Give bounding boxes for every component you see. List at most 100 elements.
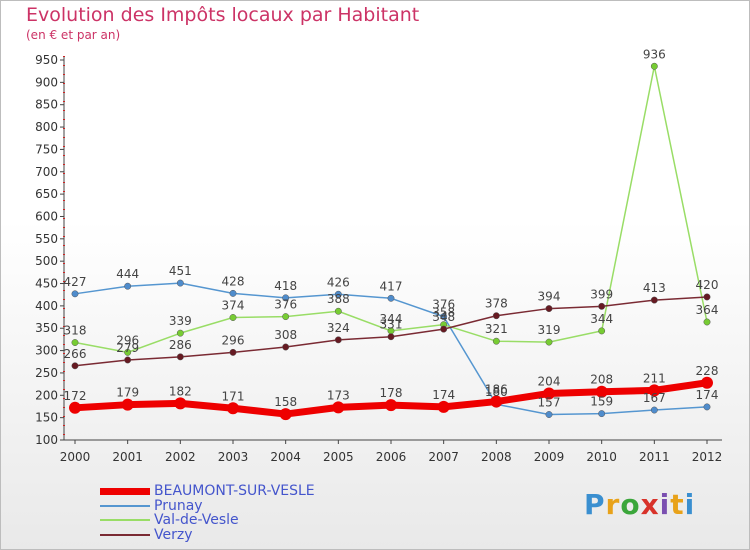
data-point	[650, 406, 658, 414]
data-point	[437, 400, 450, 413]
data-label: 399	[590, 287, 613, 301]
data-point	[121, 398, 134, 411]
data-point	[387, 333, 395, 341]
data-label: 228	[696, 364, 719, 378]
data-labels-layer: 172 179 182 171 158 173 178 174 186 204 208 211 228 4…	[64, 47, 719, 409]
data-label: 420	[696, 278, 719, 292]
data-label: 427	[64, 275, 87, 289]
data-point	[492, 337, 500, 345]
y-tick-label: 450	[35, 277, 58, 291]
logo-letter: x	[640, 488, 660, 521]
data-point	[279, 408, 292, 421]
data-point	[440, 313, 448, 321]
data-point	[227, 402, 239, 415]
logo-letter: P	[584, 488, 606, 521]
data-point	[701, 376, 713, 389]
data-point	[595, 385, 608, 398]
data-point	[282, 313, 290, 321]
legend-swatch-verzy	[100, 533, 150, 536]
x-tick-label: 2006	[376, 450, 407, 464]
data-point	[703, 403, 711, 411]
data-label: 204	[538, 375, 561, 389]
data-point	[332, 401, 345, 414]
legend-label-val-de-vesle: Val-de-Vesle	[154, 512, 239, 528]
data-label: 376	[432, 298, 455, 312]
data-point	[282, 294, 290, 302]
data-point	[71, 290, 79, 298]
data-point	[545, 305, 553, 313]
data-label: 936	[643, 47, 666, 61]
data-label: 186	[485, 383, 508, 397]
data-label: 324	[327, 321, 350, 335]
data-label: 211	[643, 371, 666, 385]
data-point	[334, 336, 342, 344]
x-tick-label: 2005	[323, 450, 354, 464]
logo-letter: r	[605, 488, 621, 521]
series-line-2	[74, 65, 708, 354]
y-tick-label: 700	[35, 165, 58, 179]
data-point	[598, 302, 606, 310]
data-label: 344	[590, 312, 613, 326]
data-label: 376	[274, 298, 297, 312]
data-label: 182	[169, 384, 192, 398]
x-tick-label: 2011	[639, 450, 670, 464]
data-point	[650, 296, 658, 304]
legend-swatch-val-de-vesle	[100, 519, 150, 522]
data-label: 178	[380, 386, 403, 400]
legend-item-beaumont: BEAUMONT-SUR-VESLE	[100, 484, 315, 499]
data-label: 319	[538, 323, 561, 337]
y-tick-label: 750	[35, 142, 58, 156]
y-tick-label: 600	[35, 209, 58, 223]
y-tick-label: 400	[35, 299, 58, 313]
data-point	[387, 294, 395, 302]
data-point	[71, 339, 79, 346]
data-point	[229, 348, 237, 356]
data-label: 418	[274, 279, 297, 293]
data-label: 159	[590, 395, 613, 409]
data-point	[334, 307, 342, 315]
data-label: 321	[485, 322, 508, 336]
data-point	[124, 356, 132, 364]
data-label: 286	[169, 338, 192, 352]
y-tick-label: 350	[35, 321, 58, 335]
data-point	[490, 395, 503, 408]
data-point	[703, 318, 711, 326]
data-point	[440, 325, 448, 333]
data-point	[124, 348, 132, 356]
legend-item-prunay: Prunay	[100, 498, 315, 514]
data-label: 180	[485, 385, 508, 399]
data-label: 279	[116, 341, 139, 355]
y-tick-label: 100	[35, 433, 58, 447]
data-point	[176, 329, 184, 337]
data-label: 388	[327, 292, 350, 306]
y-tick-label: 200	[35, 388, 58, 402]
data-label: 167	[643, 391, 666, 405]
data-label: 426	[327, 275, 350, 289]
data-label: 157	[538, 396, 561, 410]
data-point	[229, 314, 237, 321]
y-tick-label: 900	[35, 75, 58, 89]
series-lines-layer	[69, 62, 713, 421]
data-point	[176, 353, 184, 361]
data-point	[334, 290, 342, 298]
data-label: 344	[380, 312, 403, 326]
x-tick-label: 2010	[586, 450, 617, 464]
data-label: 173	[327, 388, 350, 402]
legend-swatch-beaumont	[100, 487, 150, 495]
y-tick-label: 550	[35, 232, 58, 246]
x-tick-label: 2008	[481, 450, 512, 464]
logo-letter: t	[670, 488, 685, 521]
x-tick-label: 2012	[692, 450, 723, 464]
data-point	[703, 293, 711, 301]
legend: BEAUMONT-SUR-VESLE Prunay Val-de-Vesle V…	[100, 484, 315, 542]
logo-letter: o	[620, 488, 641, 521]
x-tick-label: 2007	[428, 450, 459, 464]
x-tick-label: 2001	[112, 450, 143, 464]
line-chart: 100 150 200 250 300 350 400 450 500 550 600 650 700 7…	[35, 47, 723, 464]
data-label: 358	[432, 306, 455, 320]
data-point	[598, 327, 606, 335]
x-tick-label: 2009	[534, 450, 565, 464]
data-point	[543, 387, 555, 400]
legend-swatch-prunay	[100, 504, 150, 507]
